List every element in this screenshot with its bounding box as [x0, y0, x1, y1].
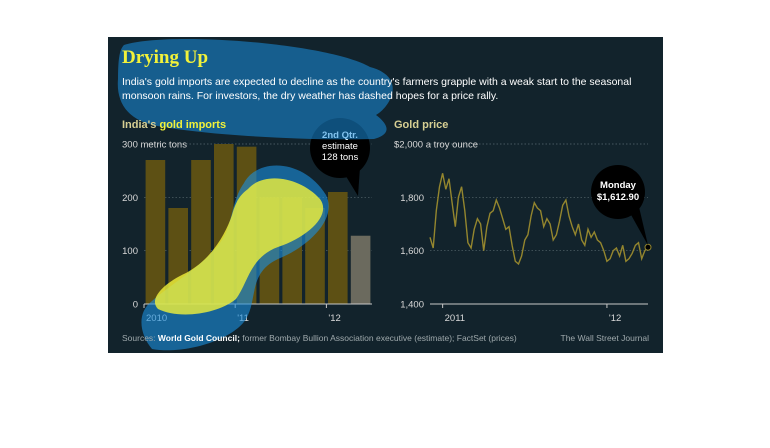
source-note: Sources: World Gold Council; former Bomb…	[122, 333, 517, 343]
credit-line: The Wall Street Journal	[560, 333, 650, 343]
bar	[145, 160, 166, 304]
callout-text: $1,612.90	[597, 192, 639, 203]
monday-callout: Monday$1,612.90	[591, 165, 648, 246]
callout-text: 128 tons	[322, 152, 359, 163]
bar	[350, 235, 371, 304]
y-tick-label: 1,400	[400, 300, 424, 311]
chart-subtitle: India's gold imports are expected to dec…	[122, 76, 632, 102]
bar	[327, 192, 348, 304]
x-tick-label: '12	[328, 313, 340, 324]
panel-title-imports: India's gold imports	[122, 119, 226, 131]
source-prefix: Sources:	[122, 333, 158, 343]
panel-title-imports-highlight: gold imports	[159, 119, 227, 131]
last-point-marker	[644, 243, 652, 251]
gold-price-chart: 1,400 1,600 1,800 $2,000 a troy ounce 2011 '1…	[394, 140, 652, 324]
source-rest: former Bombay Bullion Association execut…	[239, 333, 517, 343]
blue-highlight-title	[117, 39, 393, 140]
callout-bubble	[591, 165, 645, 219]
price-line	[429, 173, 649, 266]
callout-text: Monday	[600, 180, 637, 191]
y-tick-label: 1,600	[400, 246, 424, 257]
source-highlight: World Gold Council;	[157, 333, 240, 343]
y-tick-label: 200	[122, 193, 138, 204]
x-tick-label: '12	[609, 313, 621, 324]
panel-title-imports-prefix: India's	[122, 119, 160, 131]
callout-text: estimate	[322, 141, 358, 152]
highlight-overlay	[117, 39, 393, 351]
y-tick-label: 100	[122, 246, 138, 257]
yellow-highlight-bars	[154, 178, 324, 315]
chart-title: Drying Up	[122, 47, 209, 68]
y-tick-label: 0	[133, 300, 138, 311]
unit-label: 300 metric tons	[122, 140, 187, 151]
panel-title-price: Gold price	[394, 119, 449, 131]
callout-pointer	[344, 167, 360, 196]
unit-label: $2,000 a troy ounce	[394, 140, 478, 151]
callout-pointer	[630, 207, 648, 246]
y-tick-label: 1,800	[400, 193, 424, 204]
x-tick-label: 2011	[445, 313, 465, 324]
